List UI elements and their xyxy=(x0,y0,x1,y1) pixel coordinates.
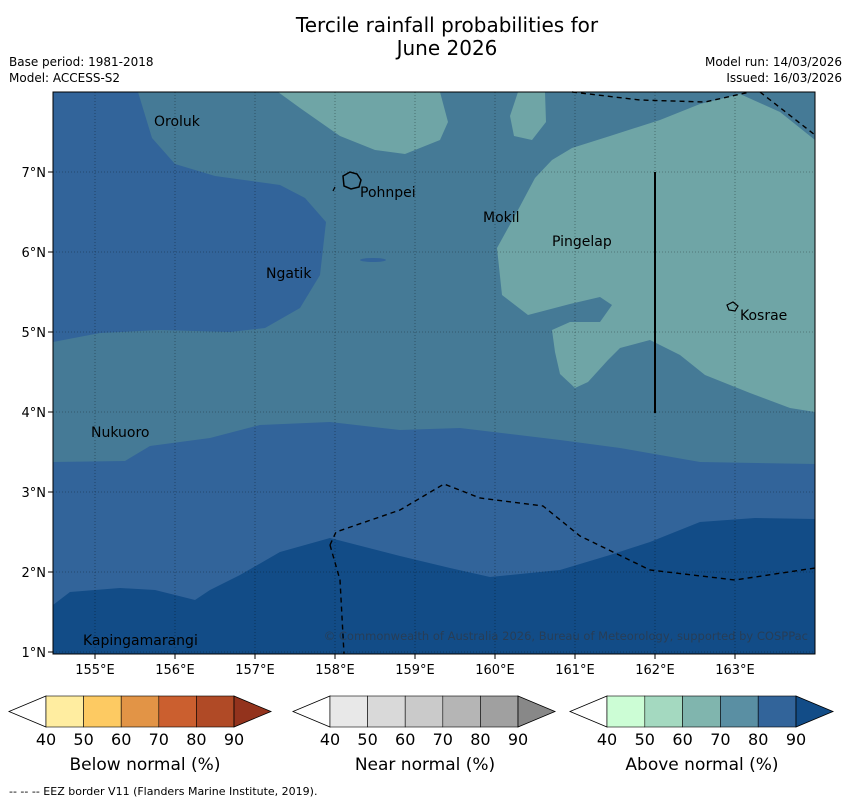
colorbar-tick-label: 80 xyxy=(748,730,768,749)
lon-tick-156: 156°E xyxy=(155,663,195,678)
colorbar-tick-label: 90 xyxy=(786,730,806,749)
kosrae-island xyxy=(726,301,739,312)
place-labels: Oroluk Pohnpei Mokil Pingelap Ngatik Kos… xyxy=(83,114,787,649)
lon-tick-158: 158°E xyxy=(315,663,355,678)
map-title: Tercile rainfall probabilities for June … xyxy=(0,14,850,60)
colorbar-tick-label: 60 xyxy=(111,730,131,749)
base-period: Base period: 1981-2018 xyxy=(9,55,154,69)
colorbar-segment xyxy=(367,695,406,728)
lon-tick-161: 161°E xyxy=(555,663,595,678)
colorbar-under-triangle xyxy=(7,695,47,728)
colorbar-label-below: Below normal (%) xyxy=(69,755,221,775)
colorbar-segment xyxy=(757,695,797,728)
colorbar-tick-label: 50 xyxy=(357,730,377,749)
graticule xyxy=(53,92,815,654)
colorbar-over-triangle xyxy=(233,695,273,728)
place-pohnpei: Pohnpei xyxy=(360,185,416,201)
lat-tick-3: 3°N xyxy=(22,486,47,501)
colorbar-segment xyxy=(644,695,683,728)
lat-tick-6: 6°N xyxy=(22,246,47,261)
colorbar-segment xyxy=(45,695,84,728)
lat-tick-5: 5°N xyxy=(22,326,47,341)
model-name: Model: ACCESS-S2 xyxy=(9,71,121,85)
colorbar-tick-label: 80 xyxy=(470,730,490,749)
place-mokil: Mokil xyxy=(483,210,520,226)
colorbar-tick-label: 50 xyxy=(73,730,93,749)
colorbar-tick-label: 40 xyxy=(36,730,56,749)
band-90-percent xyxy=(53,518,815,654)
colorbar-segment xyxy=(196,695,235,728)
lon-tick-160: 160°E xyxy=(475,663,515,678)
colorbar-tick-label: 40 xyxy=(597,730,617,749)
ant-atoll xyxy=(332,186,336,192)
meta-left: Base period: 1981-2018 Model: ACCESS-S2 xyxy=(9,54,154,86)
minto-reef xyxy=(360,258,386,262)
place-kapingamarangi: Kapingamarangi xyxy=(83,633,198,649)
pohnpei-island xyxy=(342,171,362,190)
colorbar-tick-label: 90 xyxy=(224,730,244,749)
colorbar-segment xyxy=(158,695,197,728)
title-line-1: Tercile rainfall probabilities for xyxy=(295,13,599,37)
place-nukuoro: Nukuoro xyxy=(91,425,149,441)
map-frame xyxy=(52,91,816,655)
colorbar-tick-label: 40 xyxy=(320,730,340,749)
eez-legend-note: -- -- -- EEZ border V11 (Flanders Marine… xyxy=(9,785,318,798)
colorbar-tick-label: 60 xyxy=(395,730,415,749)
colorbar-over-triangle xyxy=(517,695,557,728)
colorbar-segment xyxy=(329,695,368,728)
colorbar-segment xyxy=(442,695,481,728)
islands xyxy=(332,171,739,312)
colorbar-over-triangle xyxy=(795,695,835,728)
place-kosrae: Kosrae xyxy=(740,308,787,324)
lon-tick-159: 159°E xyxy=(395,663,435,678)
colorbar-tick-label: 70 xyxy=(149,730,169,749)
eez-borders xyxy=(329,91,816,655)
lon-tick-157: 157°E xyxy=(235,663,275,678)
colorbar-label-near: Near normal (%) xyxy=(354,755,496,775)
colorbar-below-normal: 40 50 60 70 80 90 xyxy=(7,695,273,749)
colorbar-label-above: Above normal (%) xyxy=(625,755,779,775)
colorbar-tick-label: 60 xyxy=(672,730,692,749)
colorbar-segment xyxy=(120,695,160,728)
place-oroluk: Oroluk xyxy=(154,114,201,130)
colorbar-tick-label: 70 xyxy=(710,730,730,749)
axes: 155°E 156°E 157°E 158°E 159°E 160°E 161°… xyxy=(22,166,755,678)
lon-tick-155: 155°E xyxy=(75,663,115,678)
colorbar-near-normal: 40 50 60 70 80 90 xyxy=(291,695,557,749)
lat-tick-7: 7°N xyxy=(22,166,47,181)
colorbar-segment xyxy=(682,695,721,728)
colorbar-tick-label: 50 xyxy=(635,730,655,749)
colorbar-segment xyxy=(404,695,444,728)
colorbar-tick-label: 80 xyxy=(186,730,206,749)
copyright-notice: © Commonwealth of Australia 2026, Bureau… xyxy=(324,629,808,643)
probability-contours xyxy=(53,92,815,654)
lon-tick-163: 163°E xyxy=(715,663,755,678)
issued-date: Issued: 16/03/2026 xyxy=(726,71,842,85)
colorbar-above-normal: 40 50 60 70 80 90 xyxy=(568,695,835,749)
lat-tick-2: 2°N xyxy=(22,566,47,581)
colorbar-tick-label: 90 xyxy=(508,730,528,749)
colorbar-tick-label: 70 xyxy=(433,730,453,749)
colorbar-segment xyxy=(480,695,519,728)
place-pingelap: Pingelap xyxy=(552,234,612,250)
colorbar-under-triangle xyxy=(568,695,608,728)
meta-right: Model run: 14/03/2026 Issued: 16/03/2026 xyxy=(705,54,842,86)
colorbar-segment xyxy=(83,695,122,728)
title-line-2: June 2026 xyxy=(396,36,498,60)
lon-tick-162: 162°E xyxy=(635,663,675,678)
colorbar-segment xyxy=(720,695,759,728)
lat-tick-1: 1°N xyxy=(22,646,47,661)
colorbar-under-triangle xyxy=(291,695,331,728)
model-run: Model run: 14/03/2026 xyxy=(704,55,842,69)
place-ngatik: Ngatik xyxy=(266,266,312,282)
colorbar-segment xyxy=(606,695,646,728)
lat-tick-4: 4°N xyxy=(22,406,47,421)
